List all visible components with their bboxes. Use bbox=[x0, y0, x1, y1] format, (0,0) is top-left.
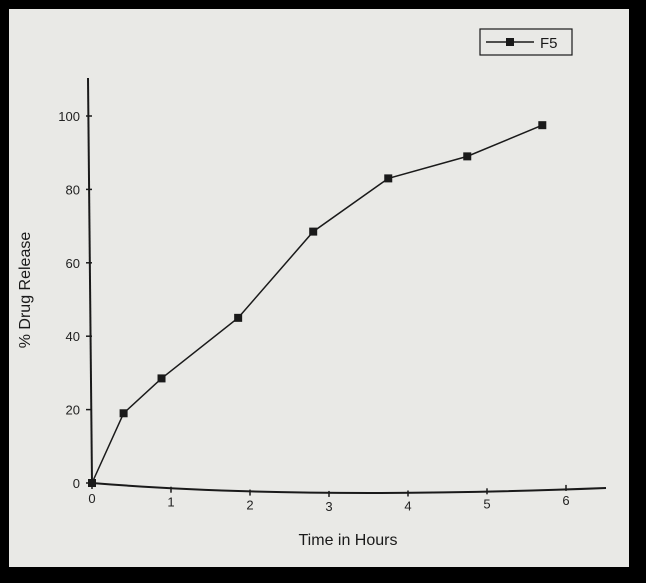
data-point-f5 bbox=[234, 313, 243, 322]
legend-label-f5: F5 bbox=[540, 35, 558, 52]
data-point-f5 bbox=[157, 374, 166, 383]
x-tick-label: 2 bbox=[246, 498, 253, 513]
y-tick-label: 100 bbox=[58, 109, 80, 124]
data-point-f5 bbox=[384, 174, 393, 183]
y-tick-label: 0 bbox=[73, 476, 80, 491]
x-tick-label: 1 bbox=[167, 495, 174, 510]
data-point-f5 bbox=[119, 409, 128, 418]
x-axis-title: Time in Hours bbox=[299, 532, 398, 549]
y-axis-title: % Drug Release bbox=[17, 232, 34, 349]
x-tick-label: 0 bbox=[88, 491, 95, 506]
x-axis bbox=[91, 482, 607, 494]
x-tick-label: 3 bbox=[325, 499, 332, 514]
y-axis bbox=[87, 77, 93, 484]
data-point-f5 bbox=[463, 152, 472, 161]
data-point-f5 bbox=[88, 479, 96, 487]
chart-background bbox=[9, 9, 629, 567]
data-point-f5 bbox=[309, 227, 318, 236]
x-tick-label: 6 bbox=[562, 493, 569, 508]
y-tick-label: 60 bbox=[66, 256, 80, 271]
y-tick-label: 40 bbox=[66, 329, 80, 344]
plot-area: 0 20 40 60 80 100 0 1 2 3 4 5 6 Time in Hours % Drug R… bbox=[17, 28, 607, 549]
series-line-f5 bbox=[91, 124, 543, 484]
legend-box bbox=[479, 28, 573, 56]
x-tick-label: 5 bbox=[483, 496, 490, 511]
y-tick-label: 80 bbox=[66, 182, 80, 197]
x-tick-label: 4 bbox=[404, 498, 411, 513]
y-tick-label: 20 bbox=[66, 403, 80, 418]
legend-marker bbox=[506, 38, 514, 46]
data-point-f5 bbox=[538, 121, 547, 130]
